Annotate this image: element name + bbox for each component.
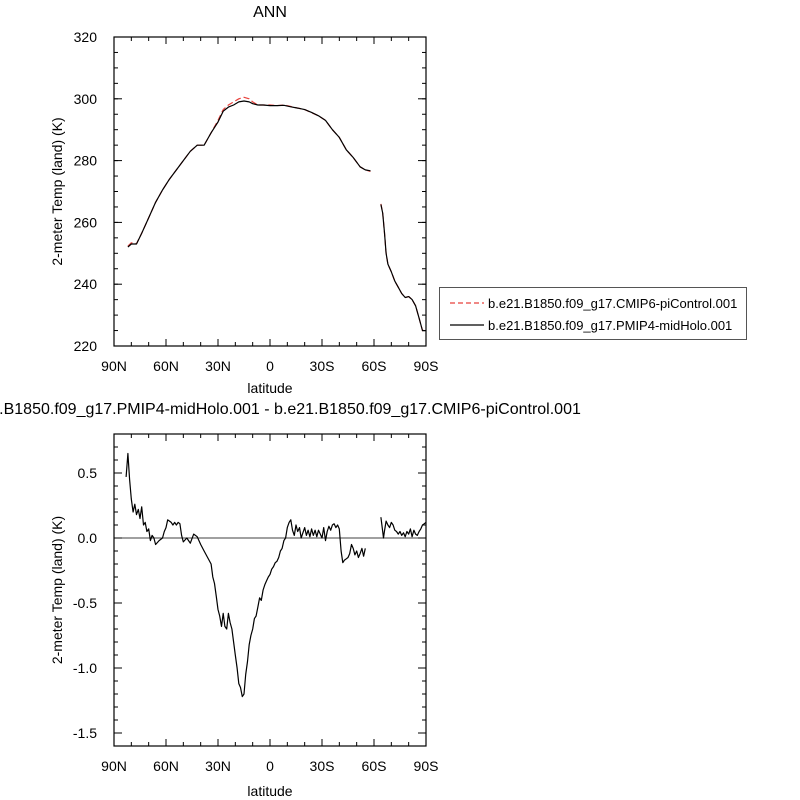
x-tick-label: 30N [205,758,231,774]
series-line-2-segment-2 [380,204,426,332]
chart-2: 90N 60N 30N 0 30S 60S 90S 0.5 0.0 -0.5 -1.0 -1.5 b.e… [0,401,581,799]
x-tick-label: 90N [101,758,127,774]
legend-swatch-solid-black [450,324,484,326]
x-tick-label: 30N [205,358,231,374]
x-tick-label: 60S [362,358,387,374]
legend-item-picontrol: b.e21.B1850.f09_g17.CMIP6-piControl.001 [448,293,737,313]
y-tick-label: 220 [74,338,98,354]
legend: b.e21.B1850.f09_g17.CMIP6-piControl.001 … [439,287,747,340]
y-axis-label: 2-meter Temp (land) (K) [49,117,65,265]
legend-label-midholo: b.e21.B1850.f09_g17.PMIP4-midHolo.001 [488,317,733,333]
x-tick-label: 60N [153,758,179,774]
chart-title: ANN [253,4,287,21]
plot-frame [113,36,427,347]
legend-label-picontrol: b.e21.B1850.f09_g17.CMIP6-piControl.001 [488,295,738,311]
y-axis-label: 2-meter Temp (land) (K) [49,516,65,664]
plot-frame [113,433,427,747]
y-tick-label: -0.5 [73,595,97,611]
y-tick-label: 280 [74,153,98,169]
x-tick-label: 90S [414,358,439,374]
x-axis-label: latitude [247,380,292,396]
y-tick-label: 0.0 [78,530,98,546]
series-line-1-segment-2 [380,203,427,332]
y-tick-label: 260 [74,214,98,230]
legend-item-midholo: b.e21.B1850.f09_g17.PMIP4-midHolo.001 [448,315,732,335]
series-line-1-segment-1 [125,452,366,698]
x-tick-label: 90N [101,358,127,374]
x-tick-label: 60S [362,758,387,774]
y-tick-label: -1.0 [73,660,97,676]
series-line-1-segment-2 [380,517,427,539]
y-tick-label: 240 [74,276,98,292]
chart-1: 90N 60N 30N 0 30S 60S 90S 220 240 260 280 300 320 ANN… [49,4,438,396]
x-tick-label: 0 [266,758,274,774]
legend-swatch-dashed-red [450,302,484,304]
y-tick-label: 320 [74,29,98,45]
series-line-1-segment-1 [127,96,371,247]
x-tick-label: 90S [414,758,439,774]
y-tick-label: 300 [74,91,98,107]
y-tick-label: -1.5 [73,725,97,741]
y-tick-label: 0.5 [78,465,98,481]
x-tick-label: 0 [266,358,274,374]
x-tick-label: 30S [310,758,335,774]
x-tick-label: 30S [310,358,335,374]
x-tick-label: 60N [153,358,179,374]
chart-title: b.e21.B1850.f09_g17.PMIP4-midHolo.001 - … [0,401,581,418]
series-line-2-segment-1 [127,100,371,248]
x-axis-label: latitude [247,783,292,799]
